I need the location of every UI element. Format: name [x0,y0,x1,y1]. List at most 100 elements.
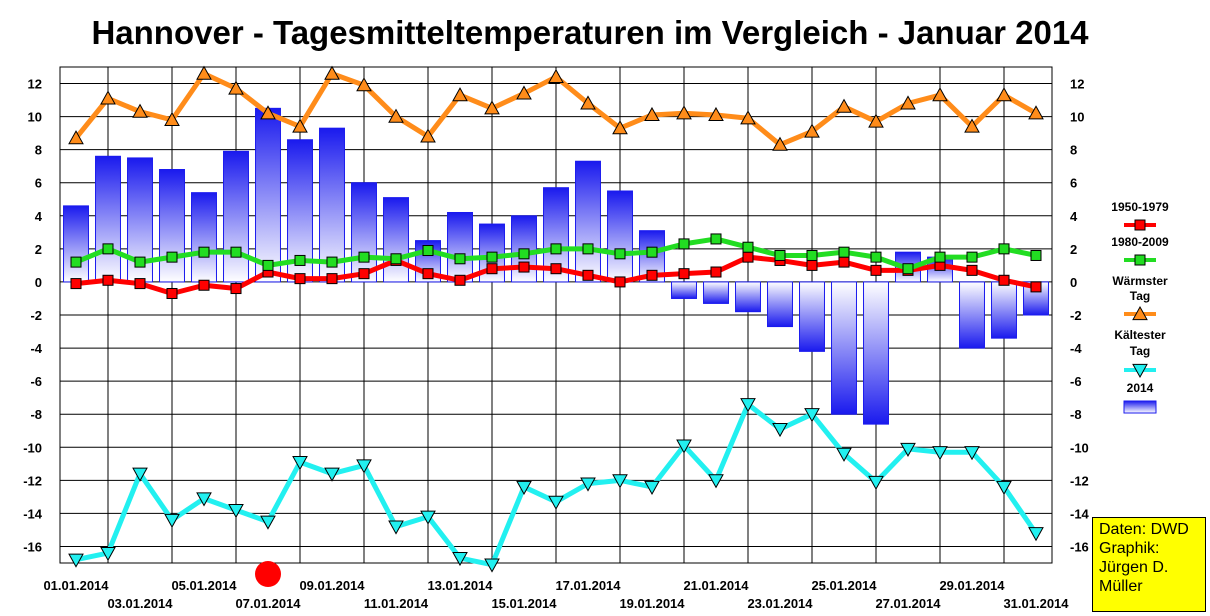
legend-label: Kältester [1114,328,1166,342]
legend-label: Tag [1130,344,1150,358]
bar-2014 [767,281,793,328]
y-tick-label-left: 8 [35,143,42,158]
point-Kältester Tag [708,474,724,489]
point-1980-2009 [390,253,402,265]
point-1980-2009 [998,243,1010,255]
point-Kältester Tag [548,495,564,510]
point-Kältester Tag [580,477,596,492]
line-series [68,65,1044,573]
point-Kältester Tag [804,408,820,423]
point-1950-1979 [422,268,434,280]
point-Wärmster Tag [388,108,404,123]
point-Wärmster Tag [356,77,372,92]
x-tick-label: 05.01.2014 [171,578,237,593]
x-tick-label: 11.01.2014 [364,596,429,611]
point-Kältester Tag [964,446,980,461]
credit-line-data: Daten: DWD [1099,521,1189,538]
y-tick-label-left: -2 [30,308,42,323]
x-tick-label: 07.01.2014 [235,596,301,611]
grid [59,66,1053,564]
y-tick-label-left: -8 [30,407,42,422]
point-1950-1979 [742,251,754,263]
y-tick-label-right: 8 [1070,143,1077,158]
point-1980-2009 [262,259,274,271]
point-Kältester Tag [260,515,276,530]
point-Wärmster Tag [132,103,148,118]
point-Kältester Tag [868,475,884,491]
x-tick-label: 13.01.2014 [427,578,493,593]
point-1950-1979 [134,278,146,290]
x-tick-label: 27.01.2014 [875,596,941,611]
point-Wärmster Tag [708,106,724,122]
point-1950-1979 [454,274,466,286]
legend-marker [1134,219,1146,231]
point-1950-1979 [838,256,850,268]
point-1980-2009 [518,248,530,260]
point-Kältester Tag [900,442,916,457]
point-1980-2009 [134,256,146,268]
point-Wärmster Tag [164,111,180,127]
x-tick-label: 03.01.2014 [107,596,173,611]
point-Wärmster Tag [516,85,532,100]
point-1980-2009 [838,246,850,258]
point-Kältester Tag [164,513,180,529]
point-Wärmster Tag [420,128,436,143]
axes: 12 12 10 10 8 8 6 6 4 4 2 2 0 0 -2 -2 -4 -4 -6 -6 -8 -8 -10 -10… [23,77,1089,611]
point-Kältester Tag [68,553,84,568]
point-Wärmster Tag [292,118,308,133]
credit-box: Daten: DWD Graphik: Jürgen D. Müller [1092,517,1206,612]
credit-line-author-first: Jürgen D. [1099,559,1169,576]
bar-2014 [671,281,697,299]
legend-label: Wärmster [1112,274,1168,288]
point-1950-1979 [678,268,690,280]
y-tick-label-right: -12 [1070,473,1089,488]
y-tick-label-right: 4 [1070,209,1078,224]
point-Wärmster Tag [804,123,820,138]
y-tick-label-left: -16 [23,539,42,554]
point-1980-2009 [70,256,82,268]
point-Kältester Tag [292,456,308,471]
point-Kältester Tag [324,467,340,482]
legend-label: Tag [1130,289,1150,303]
point-Kältester Tag [484,558,500,573]
point-1980-2009 [326,256,338,268]
bar-2014 [159,169,185,283]
point-Kältester Tag [644,480,660,495]
point-Kältester Tag [676,439,692,454]
point-1950-1979 [998,274,1010,286]
point-Kältester Tag [452,551,468,567]
point-1980-2009 [678,238,690,250]
point-Wärmster Tag [260,105,276,120]
point-1950-1979 [870,264,882,276]
point-1950-1979 [102,274,114,286]
point-1980-2009 [166,251,178,263]
bar-2014 [735,281,761,313]
point-1980-2009 [870,251,882,263]
y-tick-label-right: 12 [1070,77,1084,92]
point-Wärmster Tag [68,130,84,145]
point-Wärmster Tag [836,98,852,113]
point-1950-1979 [646,269,658,281]
point-1950-1979 [550,263,562,275]
point-1980-2009 [614,248,626,260]
point-1980-2009 [230,246,242,258]
legend-marker [1132,363,1148,379]
point-1950-1979 [70,278,82,290]
point-Kältester Tag [772,422,788,438]
bar-2014 [63,205,89,283]
x-tick-label: 31.01.2014 [1003,596,1069,611]
x-tick-label: 15.01.2014 [491,596,557,611]
point-1980-2009 [806,249,818,261]
point-Wärmster Tag [772,136,788,151]
point-Kältester Tag [388,520,404,535]
bar-2014 [799,281,825,352]
legend-marker [1134,254,1146,266]
y-tick-label-left: -14 [23,506,43,521]
y-tick-label-left: -12 [23,473,42,488]
point-1980-2009 [102,243,114,255]
point-Kältester Tag [516,480,532,495]
y-tick-label-left: 2 [35,242,42,257]
y-tick-label-right: -4 [1070,341,1082,356]
point-1950-1979 [518,261,530,273]
bar-2014 [959,281,985,349]
